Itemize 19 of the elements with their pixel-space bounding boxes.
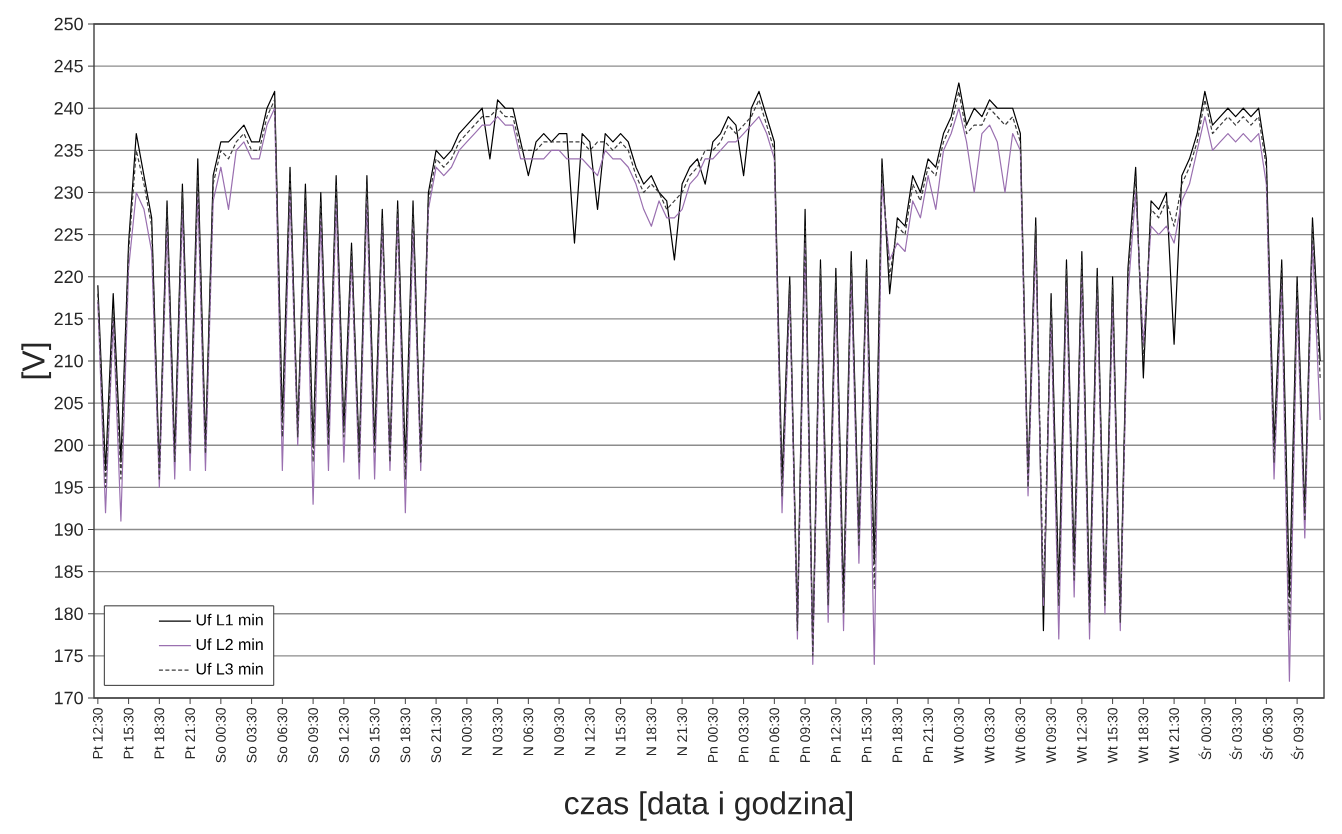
y-tick-label: 250	[54, 17, 83, 31]
y-tick-label: 220	[54, 270, 83, 284]
y-axis-title: [V]	[21, 343, 52, 379]
y-tick-label: 225	[54, 228, 83, 241]
y-tick-label: 175	[55, 649, 83, 663]
y-tick-label: 205	[54, 396, 83, 410]
y-tick-label: 245	[54, 59, 83, 73]
y-tick-label: 230	[54, 186, 83, 199]
y-tick-label: 235	[54, 144, 83, 157]
y-tick-label: 215	[54, 312, 83, 326]
y-tick-label: 195	[55, 481, 83, 494]
y-tick-label: 200	[54, 438, 83, 452]
y-tick-label: 180	[55, 607, 83, 621]
y-tick-label: 185	[55, 565, 83, 578]
y-tick-label: 210	[54, 354, 83, 368]
x-axis-title: czas [data i godzina]	[565, 791, 852, 821]
y-tick-label: 170	[55, 691, 83, 705]
y-tick-label: 240	[54, 101, 83, 115]
y-tick-label: 190	[55, 523, 83, 536]
